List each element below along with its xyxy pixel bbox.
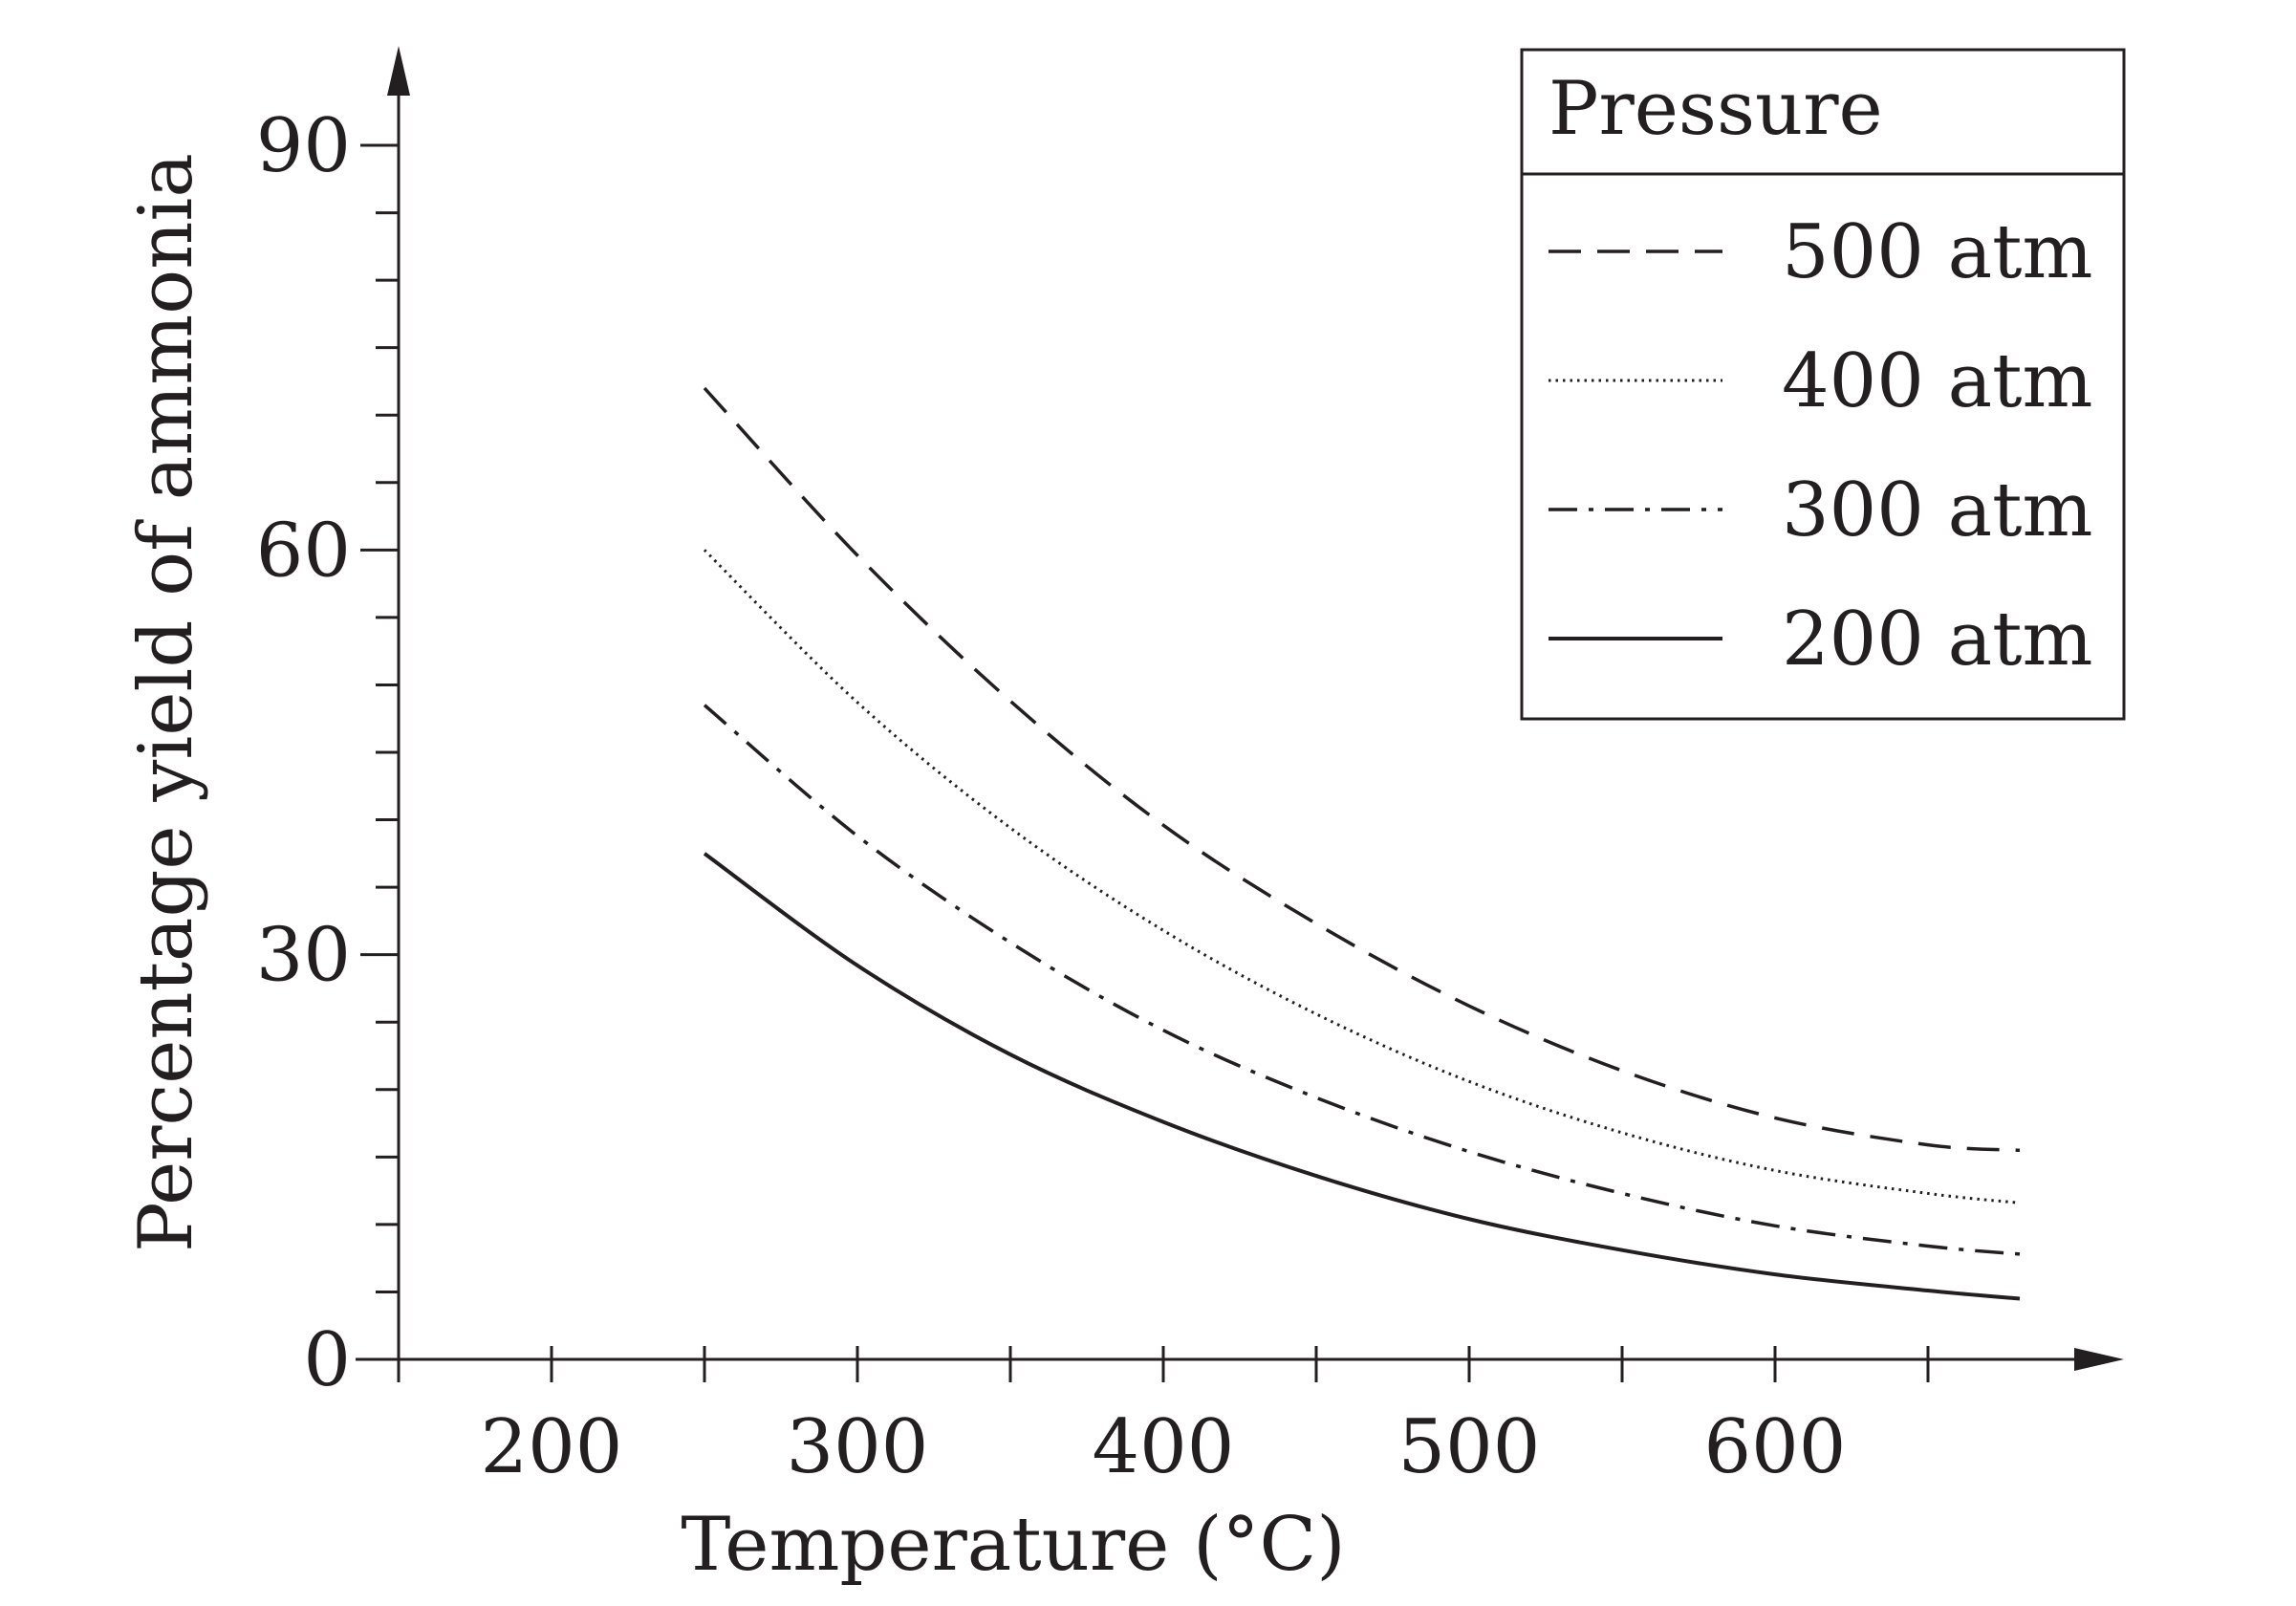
legend-items: 500 atm 400 atm 300 atm 200 atm xyxy=(1549,209,2092,683)
x-axis-arrow xyxy=(2074,1348,2124,1371)
legend-label: 500 atm xyxy=(1782,209,2092,295)
y-tick-label: 30 xyxy=(256,913,351,999)
y-tick-label: 0 xyxy=(303,1317,351,1403)
ticks xyxy=(360,143,1930,1382)
legend-label: 300 atm xyxy=(1782,467,2092,553)
x-tick-label: 200 xyxy=(481,1404,623,1490)
series-line-300-atm xyxy=(703,704,2021,1256)
legend: Pressure 500 atm 400 atm 300 atm 200 atm xyxy=(1520,48,2126,721)
series-line-200-atm xyxy=(703,852,2021,1301)
x-tick-label: 600 xyxy=(1704,1404,1847,1490)
x-tick-label: 500 xyxy=(1398,1404,1541,1490)
series-line-500-atm xyxy=(703,386,2021,1153)
x-tick-label: 300 xyxy=(787,1404,929,1490)
legend-label: 200 atm xyxy=(1782,597,2092,683)
legend-box xyxy=(1520,48,2126,721)
tick-labels: 200 300 400 500 600 0 30 60 90 xyxy=(256,103,1847,1490)
axes xyxy=(356,46,2124,1371)
y-tick-label: 60 xyxy=(256,508,351,594)
legend-title: Pressure xyxy=(1549,66,1883,152)
x-tick-label: 400 xyxy=(1093,1404,1235,1490)
y-axis-label: Percentage yield of ammonia xyxy=(123,153,209,1252)
series-lines xyxy=(703,386,2021,1301)
y-axis-arrow xyxy=(387,46,410,96)
series-line-400-atm xyxy=(703,549,2021,1204)
y-tick-label: 90 xyxy=(256,103,351,189)
legend-label: 400 atm xyxy=(1782,338,2092,424)
x-axis-label: Temperature (°C) xyxy=(681,1502,1345,1588)
